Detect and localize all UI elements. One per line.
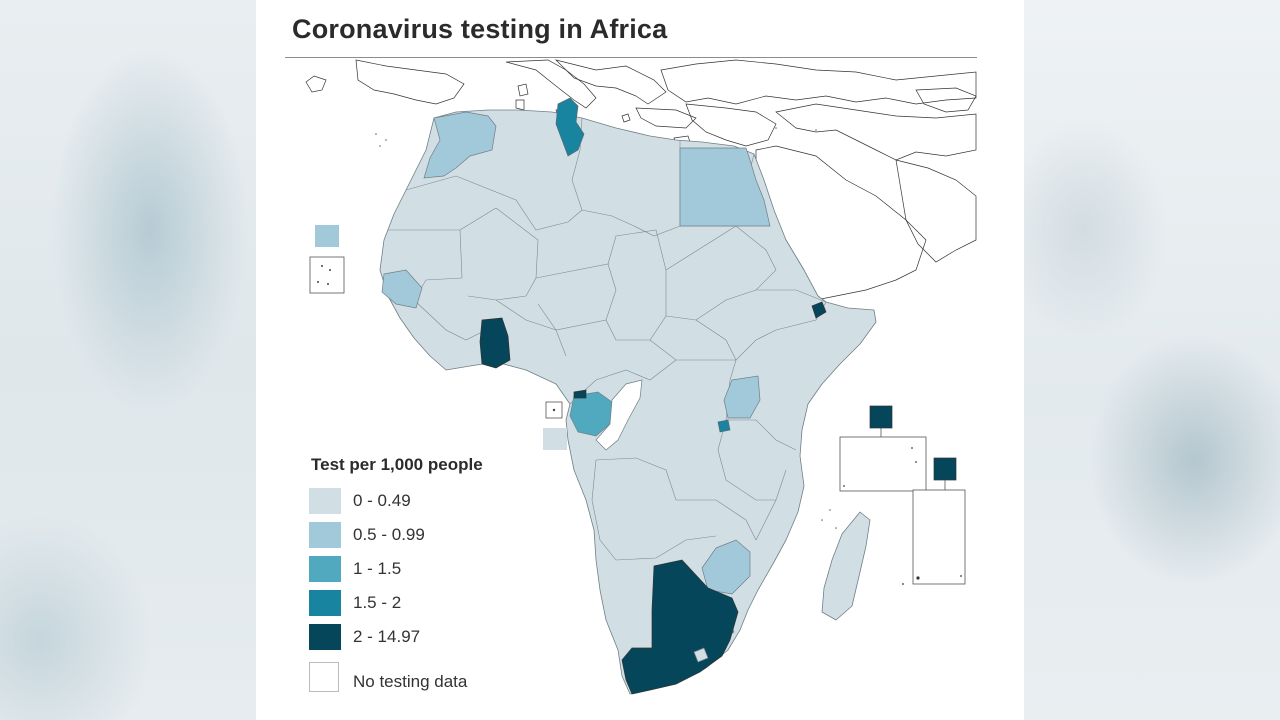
sao-tome-island <box>552 408 556 412</box>
ghana <box>479 317 511 369</box>
gabon <box>569 391 613 437</box>
djibouti <box>811 301 827 319</box>
morocco <box>423 111 497 179</box>
rwanda <box>717 419 731 433</box>
cabo-verde-swatch <box>315 225 339 247</box>
legend-label: No testing data <box>353 672 468 691</box>
congo-no-data <box>595 379 643 451</box>
legend-label: 2 - 14.97 <box>353 627 421 646</box>
legend-swatch <box>309 662 339 692</box>
sao-tome-swatch <box>543 428 567 450</box>
mauritius-inset <box>839 436 927 492</box>
mauritius-swatch <box>869 405 893 429</box>
tunisia <box>555 97 585 157</box>
country-borders <box>388 117 827 561</box>
tier-1.5-2 <box>555 97 731 433</box>
south-africa-botswana <box>621 559 739 695</box>
senegal <box>381 269 423 309</box>
equatorial-guinea <box>573 389 587 399</box>
legend-label: 0 - 0.49 <box>353 491 411 510</box>
cabo-verde-inset <box>309 256 345 294</box>
lesotho <box>693 647 709 663</box>
small-islands <box>375 127 837 529</box>
uganda <box>723 375 761 419</box>
title-divider <box>285 57 977 58</box>
legend-swatch <box>309 590 341 616</box>
cabo-verde-islands <box>317 265 331 285</box>
legend-label: 1.5 - 2 <box>353 593 402 612</box>
mauritius-islands <box>843 447 917 487</box>
legend-swatch <box>309 488 341 514</box>
background-right <box>1024 0 1280 720</box>
legend-label: 0.5 - 0.99 <box>353 525 425 544</box>
tier-2-14.97 <box>479 301 957 695</box>
background-left <box>0 0 256 720</box>
egypt <box>679 147 771 227</box>
seychelles-islands <box>902 575 962 585</box>
map-title: Coronavirus testing in Africa <box>292 14 668 44</box>
seychelles-inset <box>912 489 966 585</box>
map-panel: Coronavirus testing in Africa <box>256 0 1024 720</box>
legend-swatch <box>309 522 341 548</box>
legend-title: Test per 1,000 people <box>311 455 483 474</box>
madagascar <box>821 511 871 621</box>
legend-swatch <box>309 556 341 582</box>
legend-swatch <box>309 624 341 650</box>
tier-0.5-0.99 <box>381 111 771 595</box>
legend-label: 1 - 1.5 <box>353 559 402 578</box>
zimbabwe <box>701 539 751 595</box>
africa-map <box>305 59 977 695</box>
seychelles-swatch <box>933 457 957 481</box>
